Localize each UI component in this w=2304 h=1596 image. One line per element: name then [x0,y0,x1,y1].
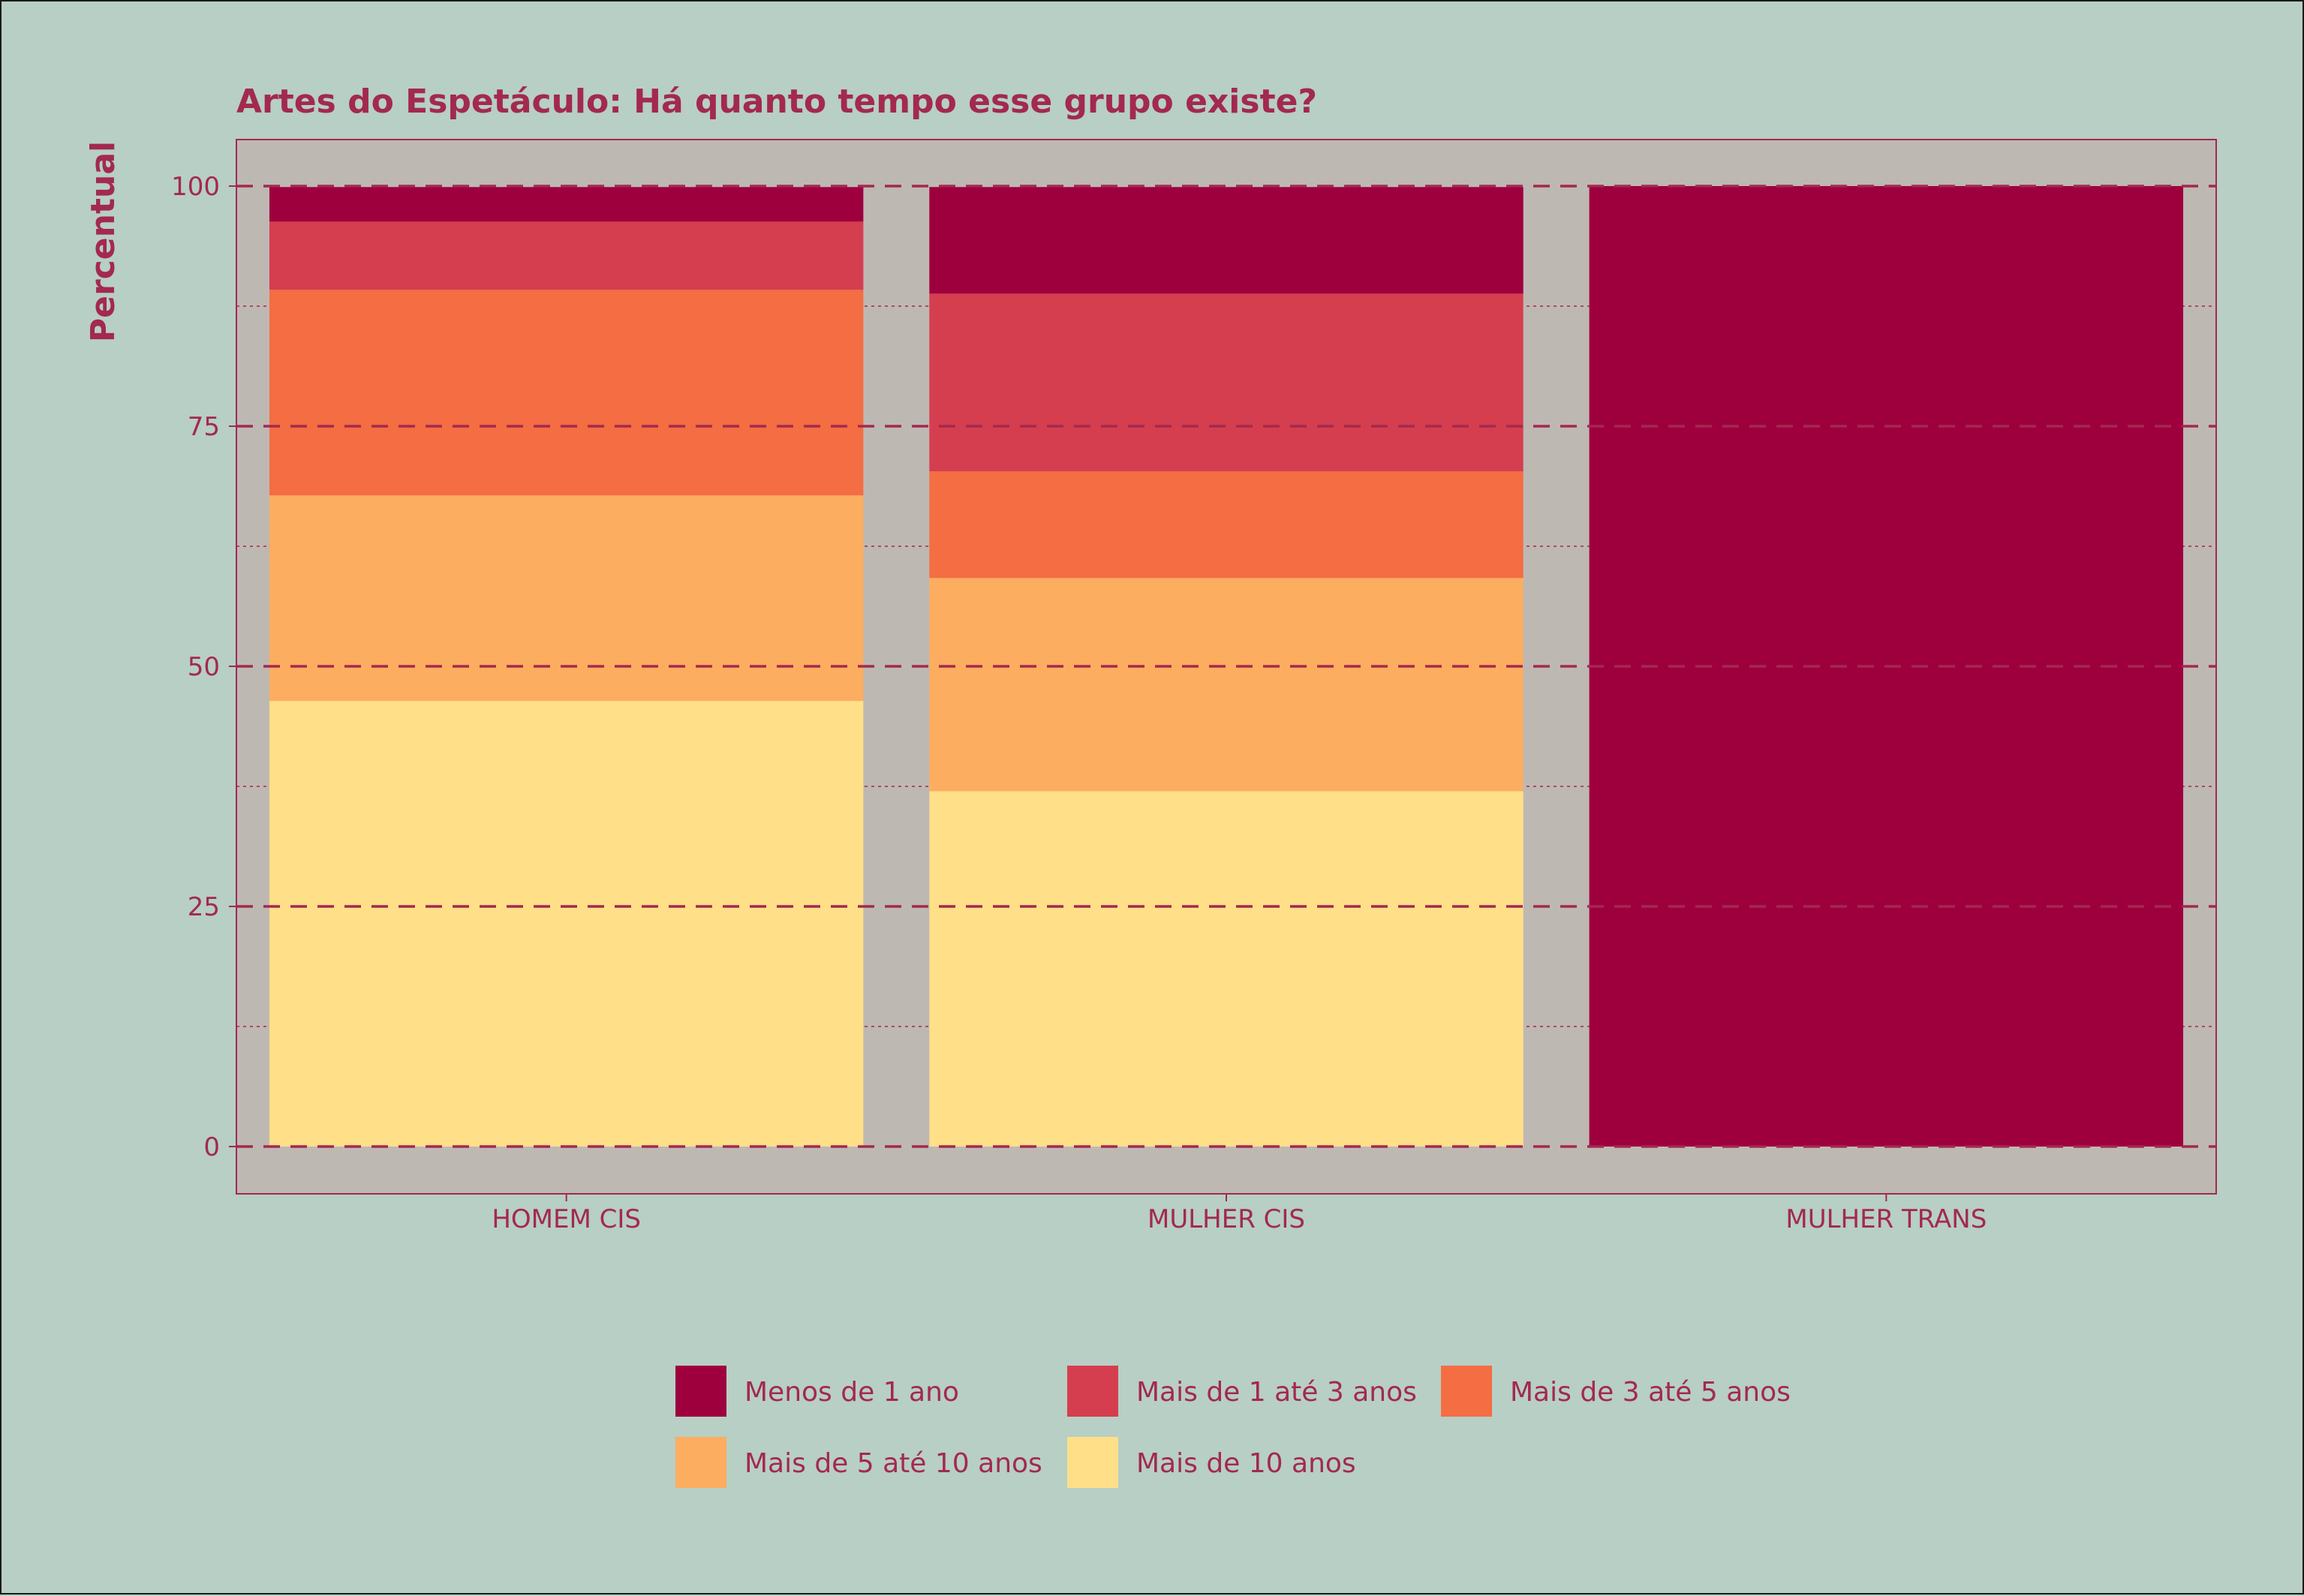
legend-swatch [1067,1366,1118,1417]
y-tick-label: 0 [203,1132,220,1162]
x-tick-label: MULHER TRANS [1785,1204,1987,1234]
bar-segment [929,791,1523,1147]
legend-swatch [675,1366,726,1417]
bar-segment [929,471,1523,579]
y-tick-label: 100 [171,172,220,202]
y-tick-label: 75 [188,412,220,442]
bars [269,186,2184,1147]
legend-label: Menos de 1 ano [744,1377,959,1408]
legend: Menos de 1 ano Mais de 1 até 3 anos Mais d… [675,1366,1791,1488]
chart-title: Artes do Espetáculo: Há quanto tempo ess… [236,83,1317,121]
legend-swatch [1441,1366,1492,1417]
x-tick-label: MULHER CIS [1147,1204,1305,1234]
legend-label: Mais de 3 até 5 anos [1510,1377,1791,1408]
legend-label: Mais de 5 até 10 anos [744,1448,1042,1479]
legend-label: Mais de 1 até 3 anos [1136,1377,1417,1408]
bar-segment [929,293,1523,472]
bar-segment [269,290,864,496]
x-tick-label: HOMEM CIS [492,1204,641,1234]
x-axis-ticks: HOMEM CIS MULHER CIS MULHER TRANS [492,1194,1987,1234]
legend-swatch [1067,1437,1118,1488]
bar-segment [269,701,864,1147]
bar-segment [929,578,1523,792]
major-grid-overlay [236,185,2216,1148]
y-tick-label: 50 [188,652,220,682]
bar-segment [269,221,864,290]
bar-segment [929,187,1523,294]
y-axis-label: Percentual [84,141,122,342]
legend-swatch [675,1437,726,1488]
bar-segment [269,187,864,222]
legend-label: Mais de 10 anos [1136,1448,1356,1479]
y-axis-ticks: 0 25 50 75 100 [171,172,236,1162]
y-tick-label: 25 [188,892,220,922]
bar-segment [269,495,864,702]
